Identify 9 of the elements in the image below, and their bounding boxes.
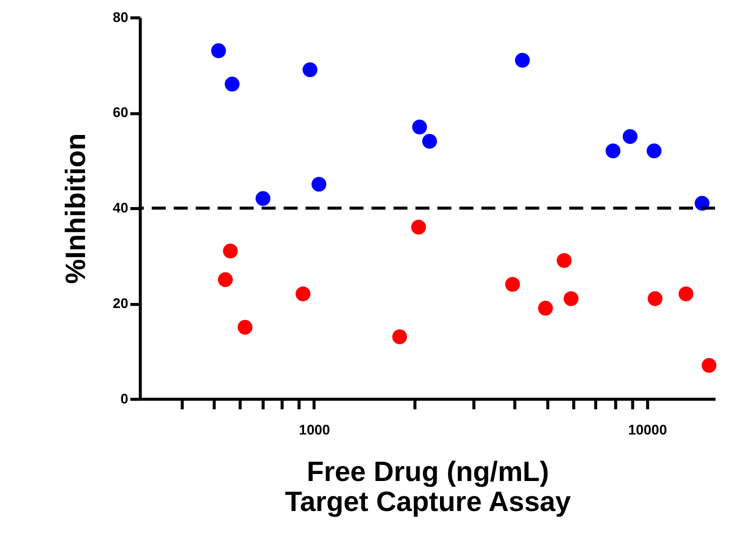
- y-tick-label: 20: [112, 294, 129, 311]
- x-axis-title: Free Drug (ng/mL) Target Capture Assay: [285, 456, 572, 518]
- x-tick-label: 10000: [628, 421, 668, 438]
- y-tick-label: 0: [120, 390, 129, 406]
- x-tick-label: 1000: [298, 421, 330, 438]
- y-tick-label: 80: [112, 8, 129, 25]
- y-axis-title: %Inhibition: [60, 133, 91, 284]
- y-tick-label: 40: [112, 200, 129, 216]
- y-tick-label: 60: [112, 104, 129, 120]
